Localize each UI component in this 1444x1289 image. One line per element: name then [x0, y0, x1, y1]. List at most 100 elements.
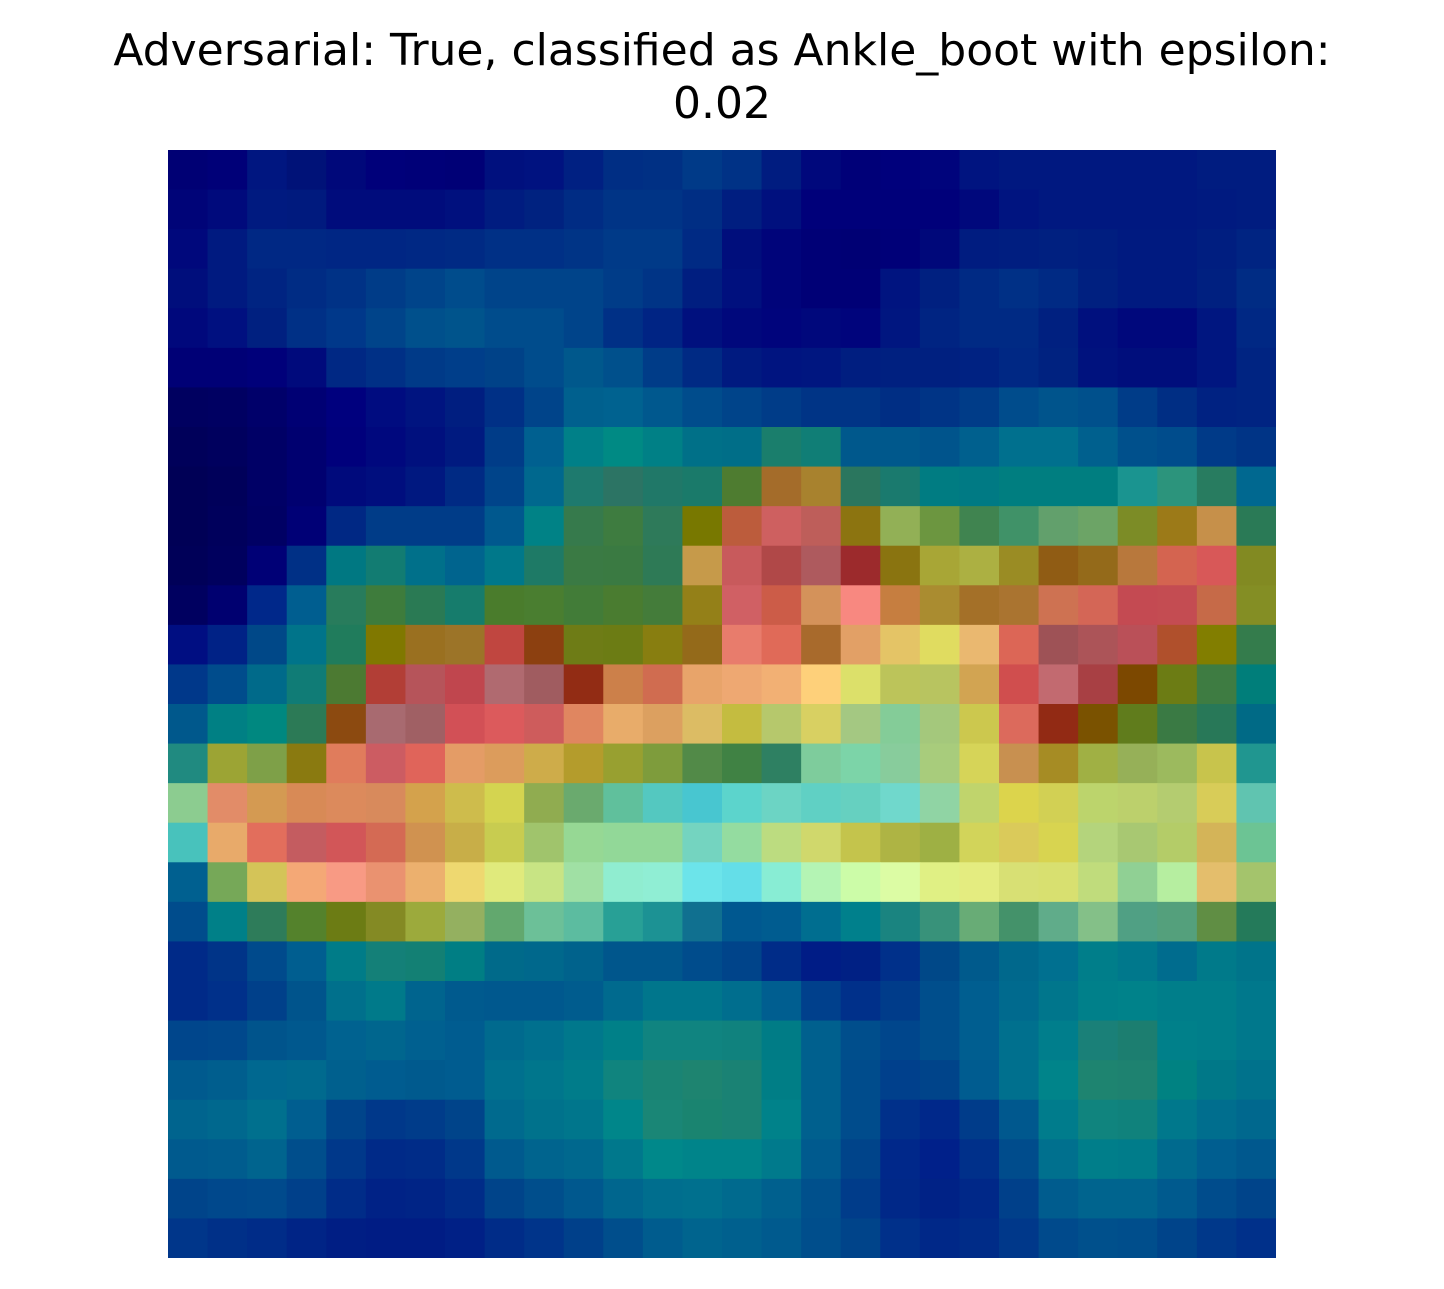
heatmap-cell [1157, 822, 1198, 863]
heatmap-cell [405, 743, 446, 784]
heatmap-cell [365, 664, 407, 705]
heatmap-cell [761, 1060, 802, 1101]
heatmap-cell [247, 585, 288, 626]
heatmap-cell [1038, 427, 1079, 468]
heatmap-cell [563, 901, 604, 943]
heatmap-cell [840, 387, 881, 428]
heatmap-cell [286, 783, 327, 824]
heatmap-cell [286, 268, 327, 309]
heatmap-cell [1078, 150, 1119, 191]
heatmap-cell [642, 1020, 684, 1061]
heatmap-cell [326, 229, 367, 270]
heatmap-cell [801, 901, 842, 943]
heatmap-cell [722, 981, 763, 1022]
heatmap-cell [326, 664, 367, 705]
heatmap-cell [524, 743, 565, 784]
heatmap-cell [326, 1139, 367, 1180]
heatmap-cell [959, 862, 1000, 903]
heatmap-cell [168, 1060, 209, 1101]
heatmap-cell [761, 822, 802, 863]
heatmap-cell [207, 268, 248, 309]
heatmap-cell [1196, 822, 1238, 863]
heatmap-cell [1157, 268, 1198, 309]
heatmap-cell [801, 624, 842, 666]
heatmap-cell [286, 545, 327, 586]
heatmap-cell [484, 347, 525, 389]
heatmap-cell [286, 1139, 327, 1180]
heatmap-cell [959, 1218, 1000, 1258]
heatmap-cell [801, 347, 842, 389]
heatmap-cell [207, 822, 248, 863]
heatmap-cell [1078, 783, 1119, 824]
heatmap-cell [1117, 229, 1158, 270]
heatmap-cell [563, 387, 604, 428]
heatmap-cell [484, 1218, 525, 1258]
heatmap-cell [207, 1218, 248, 1258]
heatmap-cell [722, 1218, 763, 1258]
heatmap-cell [1196, 664, 1238, 705]
heatmap-cell [959, 427, 1000, 468]
heatmap-cell [1078, 624, 1119, 666]
heatmap-cell [1038, 189, 1079, 230]
heatmap-cell [405, 466, 446, 507]
heatmap-cell [1157, 862, 1198, 903]
heatmap-cell [247, 743, 288, 784]
heatmap-cell [286, 189, 327, 230]
heatmap-cell [365, 1178, 407, 1220]
heatmap-cell [1078, 1020, 1119, 1061]
heatmap-cell [1038, 387, 1079, 428]
heatmap-cell [1157, 1060, 1198, 1101]
heatmap-cell [1236, 1139, 1276, 1180]
heatmap-cell [1078, 704, 1119, 745]
heatmap-cell [840, 585, 881, 626]
heatmap-cell [1117, 427, 1158, 468]
heatmap-cell [1157, 743, 1198, 784]
heatmap-cell [247, 1020, 288, 1061]
heatmap-cell [682, 268, 723, 309]
heatmap-cell [801, 783, 842, 824]
heatmap-cell [207, 427, 248, 468]
heatmap-cell [919, 1178, 961, 1220]
heatmap-cell [445, 1060, 486, 1101]
heatmap-cell [1078, 862, 1119, 903]
heatmap-cell [880, 1178, 921, 1220]
heatmap-cell [1078, 506, 1119, 547]
heatmap-cell [247, 268, 288, 309]
heatmap-cell [1157, 585, 1198, 626]
heatmap-cell [365, 506, 407, 547]
heatmap-cell [1236, 585, 1276, 626]
heatmap-cell [168, 427, 209, 468]
heatmap-cell [880, 743, 921, 784]
heatmap-cell [603, 229, 644, 270]
heatmap-cell [1236, 664, 1276, 705]
heatmap-cell [247, 822, 288, 863]
heatmap-cell [682, 585, 723, 626]
heatmap-cell [445, 704, 486, 745]
heatmap-cell [286, 347, 327, 389]
heatmap-cell [563, 268, 604, 309]
heatmap-cell [959, 664, 1000, 705]
heatmap-cell [1078, 941, 1119, 982]
heatmap-cell [1038, 229, 1079, 270]
heatmap-cell [445, 743, 486, 784]
heatmap-cell [682, 743, 723, 784]
heatmap-cell [326, 1060, 367, 1101]
heatmap-cell [247, 783, 288, 824]
heatmap-cell [1038, 862, 1079, 903]
heatmap-cell [326, 585, 367, 626]
heatmap-cell [365, 862, 407, 903]
heatmap-cell [999, 308, 1040, 349]
heatmap-cell [168, 466, 209, 507]
heatmap-cell [1157, 347, 1198, 389]
heatmap-cell [642, 783, 684, 824]
heatmap-cell [880, 901, 921, 943]
heatmap-cell [880, 150, 921, 191]
heatmap-cell [1117, 624, 1158, 666]
heatmap-cell [207, 783, 248, 824]
heatmap-cell [919, 506, 961, 547]
heatmap-cell [484, 941, 525, 982]
heatmap-cell [524, 466, 565, 507]
heatmap-cell [603, 1139, 644, 1180]
heatmap-cell [168, 1099, 209, 1140]
heatmap-cell [1117, 664, 1158, 705]
